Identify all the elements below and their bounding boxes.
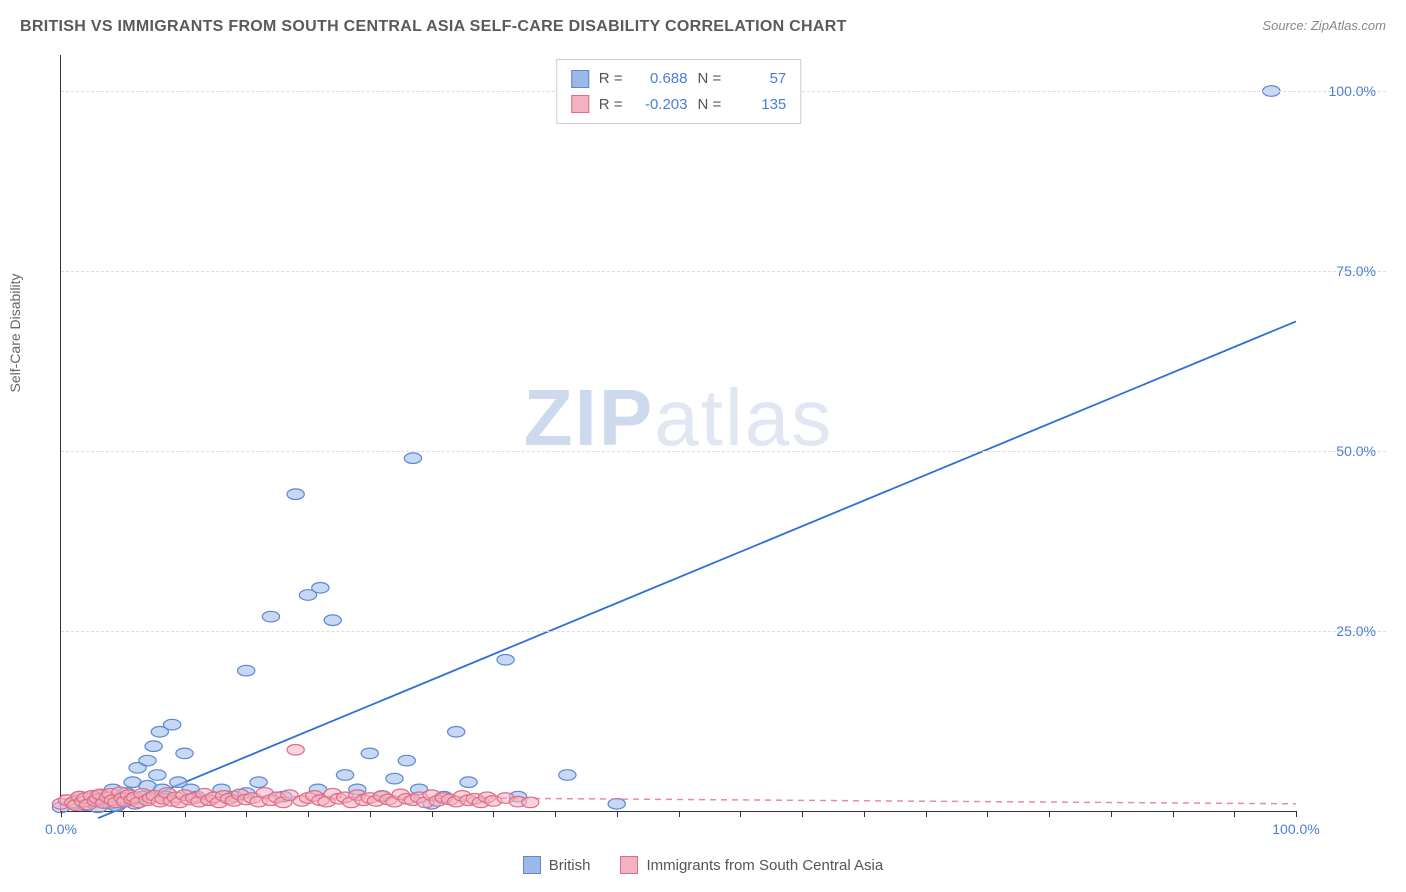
gridline-h bbox=[61, 451, 1386, 452]
data-point bbox=[250, 777, 267, 788]
data-point bbox=[448, 727, 465, 738]
chart-area: Self-Care Disability ZIPatlas R =0.688N … bbox=[20, 55, 1386, 832]
data-point bbox=[559, 770, 576, 781]
x-tick bbox=[246, 811, 247, 817]
legend-swatch bbox=[571, 70, 589, 88]
data-point bbox=[497, 655, 514, 666]
chart-header: BRITISH VS IMMIGRANTS FROM SOUTH CENTRAL… bbox=[0, 0, 1406, 46]
x-tick bbox=[1296, 811, 1297, 817]
legend-swatch bbox=[571, 95, 589, 113]
legend-item: British bbox=[523, 856, 591, 874]
gridline-h bbox=[61, 271, 1386, 272]
r-label: R = bbox=[599, 66, 623, 92]
bottom-legend: British Immigrants from South Central Asi… bbox=[0, 856, 1406, 874]
plot-region: ZIPatlas R =0.688N =57R =-0.203N =135 25… bbox=[60, 55, 1296, 812]
plot-svg bbox=[61, 55, 1296, 811]
data-point bbox=[460, 777, 477, 788]
x-tick bbox=[1111, 811, 1112, 817]
x-tick bbox=[740, 811, 741, 817]
y-tick-label: 75.0% bbox=[1336, 263, 1376, 279]
x-tick bbox=[987, 811, 988, 817]
n-label: N = bbox=[698, 92, 722, 118]
r-label: R = bbox=[599, 92, 623, 118]
chart-title: BRITISH VS IMMIGRANTS FROM SOUTH CENTRAL… bbox=[20, 18, 847, 36]
data-point bbox=[139, 755, 156, 766]
x-tick bbox=[1049, 811, 1050, 817]
legend-item: Immigrants from South Central Asia bbox=[620, 856, 883, 874]
data-point bbox=[287, 745, 304, 756]
source-label: Source: bbox=[1262, 18, 1307, 33]
data-point bbox=[324, 615, 341, 626]
x-tick bbox=[370, 811, 371, 817]
r-value: 0.688 bbox=[633, 66, 688, 92]
x-tick bbox=[123, 811, 124, 817]
x-tick bbox=[185, 811, 186, 817]
legend-label: Immigrants from South Central Asia bbox=[646, 857, 883, 874]
trend-line bbox=[98, 321, 1296, 818]
stats-row: R = 0.688 N = 57 bbox=[571, 66, 787, 92]
source-name: ZipAtlas.com bbox=[1311, 18, 1386, 33]
data-point bbox=[404, 453, 421, 464]
legend-label: British bbox=[549, 857, 591, 874]
stats-row: R = -0.203 N = 135 bbox=[571, 92, 787, 118]
data-point bbox=[361, 748, 378, 759]
data-point bbox=[262, 611, 279, 622]
y-axis-label: Self-Care Disability bbox=[7, 273, 23, 392]
x-tick-label: 0.0% bbox=[45, 821, 77, 837]
y-tick-label: 100.0% bbox=[1329, 83, 1376, 99]
x-tick bbox=[308, 811, 309, 817]
x-tick bbox=[802, 811, 803, 817]
source-attribution: Source: ZipAtlas.com bbox=[1262, 18, 1386, 33]
legend-swatch bbox=[620, 856, 638, 874]
data-point bbox=[145, 741, 162, 752]
r-value: -0.203 bbox=[633, 92, 688, 118]
x-tick-label: 100.0% bbox=[1272, 821, 1319, 837]
data-point bbox=[312, 583, 329, 594]
legend-swatch bbox=[523, 856, 541, 874]
x-tick bbox=[61, 811, 62, 817]
n-label: N = bbox=[698, 66, 722, 92]
y-tick-label: 25.0% bbox=[1336, 623, 1376, 639]
n-value: 57 bbox=[731, 66, 786, 92]
x-tick bbox=[679, 811, 680, 817]
data-point bbox=[176, 748, 193, 759]
n-value: 135 bbox=[731, 92, 786, 118]
x-tick bbox=[493, 811, 494, 817]
statistics-legend-box: R = 0.688 N = 57 R = -0.203 N = 135 bbox=[556, 59, 802, 124]
data-point bbox=[149, 770, 166, 781]
data-point bbox=[398, 755, 415, 766]
data-point bbox=[287, 489, 304, 500]
x-tick bbox=[864, 811, 865, 817]
data-point bbox=[522, 797, 539, 808]
data-point bbox=[164, 719, 181, 730]
gridline-h bbox=[61, 631, 1386, 632]
x-tick bbox=[1234, 811, 1235, 817]
data-point bbox=[386, 773, 403, 784]
x-tick bbox=[926, 811, 927, 817]
x-tick bbox=[1173, 811, 1174, 817]
x-tick bbox=[432, 811, 433, 817]
data-point bbox=[238, 665, 255, 676]
data-point bbox=[608, 799, 625, 810]
x-tick bbox=[617, 811, 618, 817]
x-tick bbox=[555, 811, 556, 817]
y-tick-label: 50.0% bbox=[1336, 443, 1376, 459]
data-point bbox=[336, 770, 353, 781]
